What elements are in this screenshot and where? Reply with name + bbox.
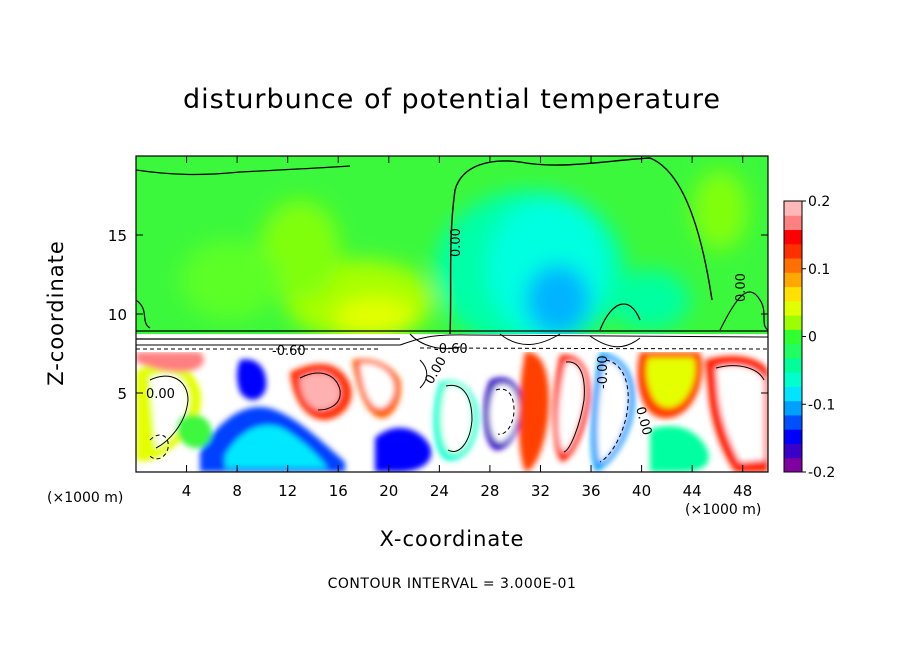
colorbar-swatch xyxy=(784,329,802,345)
x-tick-label: 48 xyxy=(733,482,752,500)
white-band xyxy=(136,330,769,352)
contour-label: 0.00 xyxy=(449,228,464,257)
contour-label: 0.00 xyxy=(734,273,749,302)
x-tick-label: 44 xyxy=(683,482,702,500)
colorbar-tick-label: -0.2 xyxy=(808,465,835,481)
colorbar-swatch xyxy=(784,258,802,273)
colorbar-swatch xyxy=(784,372,802,387)
upper-field xyxy=(136,156,768,334)
colorbar-swatch xyxy=(784,243,802,259)
x-tick-label: 20 xyxy=(379,482,398,500)
colorbar-tick-label: -0.1 xyxy=(808,397,835,413)
colorbar-swatch xyxy=(784,229,802,245)
colorbar-swatch xyxy=(784,215,802,231)
colorbar-swatch xyxy=(784,443,802,459)
x-unit-label-left: (×1000 m) xyxy=(47,490,124,506)
x-tick-label: 40 xyxy=(632,482,651,500)
colorbar: 0.2 0.1 0 -0.1 -0.2 xyxy=(783,194,835,481)
contour-label: -0.60 xyxy=(272,344,306,359)
colorbar-swatch xyxy=(784,315,802,330)
x-tick-label: 32 xyxy=(531,482,550,500)
x-unit-label-right: (×1000 m) xyxy=(685,502,762,518)
colorbar-swatch xyxy=(784,201,802,216)
colorbar-swatch xyxy=(784,400,802,416)
colorbar-swatch xyxy=(784,429,802,444)
colorbar-swatch xyxy=(784,300,802,316)
x-tick-label: 8 xyxy=(232,482,242,500)
x-tick-label: 16 xyxy=(329,482,348,500)
contour-label: -0.00 xyxy=(596,355,611,389)
y-tick-label: 10 xyxy=(108,306,127,324)
colorbar-swatch xyxy=(784,414,802,430)
y-tick-label: 5 xyxy=(117,385,127,403)
chart-title: disturbunce of potential temperature xyxy=(183,84,721,115)
colorbar-swatch xyxy=(784,357,802,373)
y-tick-label: 15 xyxy=(108,227,127,245)
colorbar-tick-label: 0.1 xyxy=(808,262,830,278)
x-tick-label: 24 xyxy=(430,482,449,500)
colorbar-swatch xyxy=(784,386,802,402)
x-tick-label: 36 xyxy=(581,482,600,500)
contour-label: 0.00 xyxy=(632,405,654,437)
contour-interval-note: CONTOUR INTERVAL = 3.000E-01 xyxy=(327,576,577,592)
x-tick-label: 28 xyxy=(480,482,499,500)
contour-label: -0.60 xyxy=(434,342,468,357)
colorbar-swatch xyxy=(784,457,802,473)
contour-label-group: 0.00 -0.60 -0.60 0.00 0.00 -0.00 0.00 0.… xyxy=(146,228,749,437)
colorbar-swatch xyxy=(784,272,802,288)
colorbar-tick-label: 0.2 xyxy=(808,194,830,210)
x-axis-label: X-coordinate xyxy=(379,527,525,551)
x-tick-label: 12 xyxy=(278,482,297,500)
colorbar-swatch xyxy=(784,286,802,302)
lower-field xyxy=(136,352,768,472)
contour-label: 0.00 xyxy=(146,387,175,402)
x-tick-label: 4 xyxy=(182,482,192,500)
colorbar-swatch xyxy=(784,343,802,359)
colorbar-tick-label: 0 xyxy=(808,330,817,346)
